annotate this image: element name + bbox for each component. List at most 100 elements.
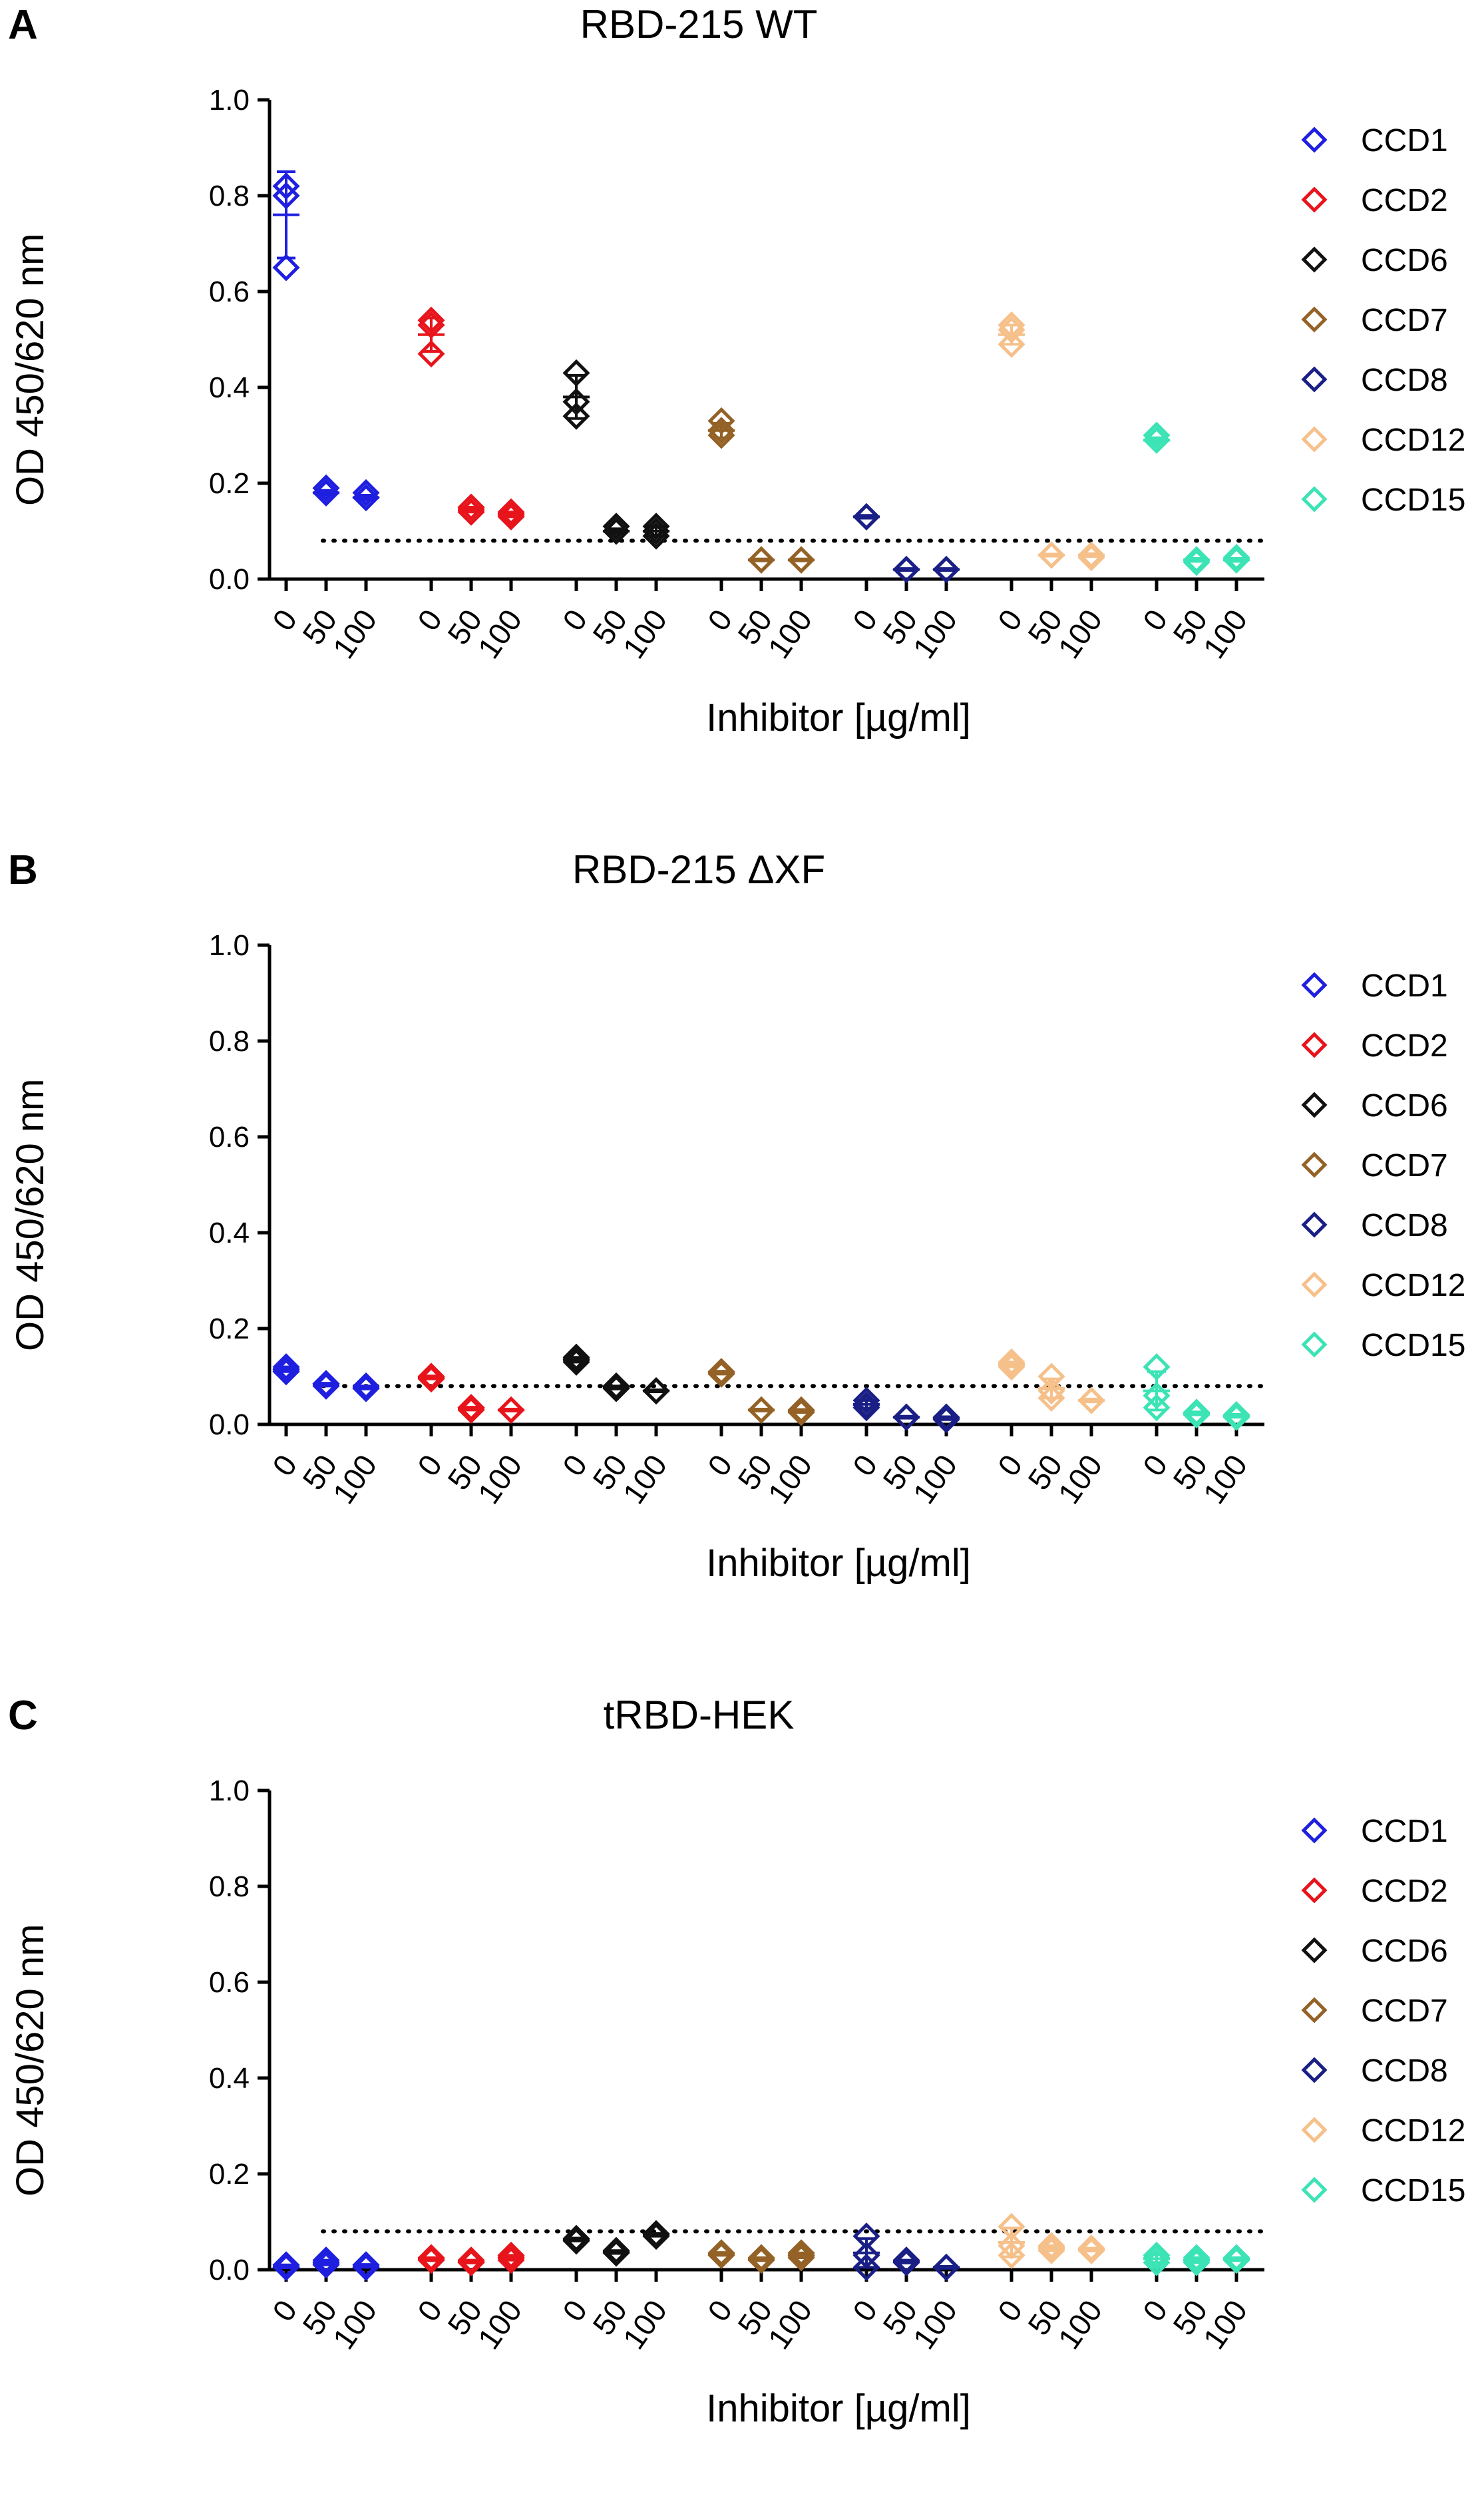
y-tick-label: 0.6 [209, 1121, 250, 1153]
data-point [562, 359, 590, 387]
data-point [1037, 541, 1065, 569]
y-tick-label: 1.0 [209, 1775, 250, 1807]
data-point [707, 417, 735, 445]
data-point [1077, 2236, 1105, 2264]
data-point [1183, 2248, 1210, 2276]
x-axis-label: Inhibitor [µg/ml] [706, 2387, 971, 2430]
data-point [852, 1386, 880, 1414]
legend-marker [1301, 366, 1328, 393]
data-point [642, 2220, 670, 2248]
data-point [272, 1355, 300, 1383]
data-point [457, 2248, 485, 2276]
data-point [787, 1396, 815, 1424]
data-point [1222, 544, 1250, 572]
data-point [1183, 2246, 1210, 2274]
data-point [787, 546, 815, 574]
y-tick-label: 0.0 [209, 2254, 250, 2286]
x-tick-label: 100 [761, 603, 819, 665]
legend-marker [1301, 972, 1328, 998]
data-point [562, 2227, 590, 2255]
legend-label: CCD1 [1361, 968, 1448, 1004]
x-tick-label: 100 [471, 1448, 529, 1510]
data-point [457, 2246, 485, 2274]
data-point [852, 2241, 880, 2269]
data-point [417, 311, 445, 339]
legend-label: CCD8 [1361, 1208, 1448, 1243]
data-point [892, 2246, 920, 2274]
data-point [312, 1372, 340, 1400]
x-tick-label: 100 [471, 2294, 529, 2356]
legend-label: CCD15 [1361, 1328, 1465, 1363]
legend-label: CCD2 [1361, 1874, 1448, 1909]
data-point [417, 2244, 445, 2272]
data-point [1143, 1353, 1171, 1381]
data-point [1183, 1401, 1210, 1429]
data-point [1037, 2232, 1065, 2260]
data-point [642, 2222, 670, 2250]
data-point [707, 2239, 735, 2267]
legend-label: CCD8 [1361, 2053, 1448, 2089]
legend-marker [1301, 1152, 1328, 1178]
data-point [1222, 2246, 1250, 2274]
data-point [497, 2246, 525, 2274]
data-point [417, 1363, 445, 1390]
data-point [852, 2253, 880, 2281]
x-tick-label: 100 [616, 1448, 674, 1510]
x-tick-label: 100 [1197, 603, 1254, 665]
y-tick-label: 1.0 [209, 84, 250, 116]
data-point [1077, 544, 1105, 572]
data-point [272, 172, 300, 200]
x-tick-label: 100 [1197, 2294, 1254, 2356]
data-point [352, 1372, 380, 1400]
legend-label: CCD7 [1361, 303, 1448, 338]
x-tick-label: 100 [616, 603, 674, 665]
legend-marker [1301, 306, 1328, 333]
data-point [312, 2248, 340, 2276]
x-tick-label: 100 [326, 1448, 384, 1510]
data-point [272, 182, 300, 210]
legend-label: CCD6 [1361, 1088, 1448, 1124]
data-point [352, 1374, 380, 1402]
data-point [787, 1398, 815, 1426]
data-point [352, 2253, 380, 2281]
data-point [1077, 541, 1105, 569]
data-point [998, 2232, 1025, 2260]
data-point [602, 2236, 630, 2264]
legend-marker [1301, 486, 1328, 513]
data-point [932, 556, 960, 584]
data-point [998, 330, 1025, 358]
data-point [642, 517, 670, 545]
x-tick-label: 100 [906, 603, 964, 665]
data-point [852, 1394, 880, 1422]
data-point [1077, 1386, 1105, 1414]
data-point [998, 2212, 1025, 2240]
data-point [707, 1360, 735, 1388]
data-point [562, 1343, 590, 1371]
data-point [312, 1370, 340, 1398]
x-axis-label: Inhibitor [µg/ml] [706, 1542, 971, 1585]
data-point [272, 2251, 300, 2279]
data-point [417, 2246, 445, 2274]
legend-marker [1301, 426, 1328, 453]
data-point [787, 2241, 815, 2269]
data-point [852, 2222, 880, 2250]
y-tick-label: 0.0 [209, 1408, 250, 1441]
chart-plot-c: 0.00.20.40.60.81.0050100CCD1050100CCD205… [209, 1775, 1466, 2356]
legend-marker [1301, 1817, 1328, 1844]
y-tick-label: 1.0 [209, 929, 250, 962]
data-point [998, 2241, 1025, 2269]
data-point [562, 402, 590, 430]
data-point [562, 388, 590, 416]
x-tick-label: 100 [326, 603, 384, 665]
y-tick-label: 0.0 [209, 563, 250, 596]
data-point [1037, 1384, 1065, 1412]
legend-label: CCD1 [1361, 123, 1448, 158]
y-tick-label: 0.4 [209, 2062, 250, 2095]
data-point [892, 556, 920, 584]
data-point [602, 2239, 630, 2267]
legend-label: CCD12 [1361, 423, 1465, 458]
legend-marker [1301, 2057, 1328, 2083]
data-point [892, 1403, 920, 1431]
data-point [272, 1353, 300, 1381]
data-point [707, 2241, 735, 2269]
